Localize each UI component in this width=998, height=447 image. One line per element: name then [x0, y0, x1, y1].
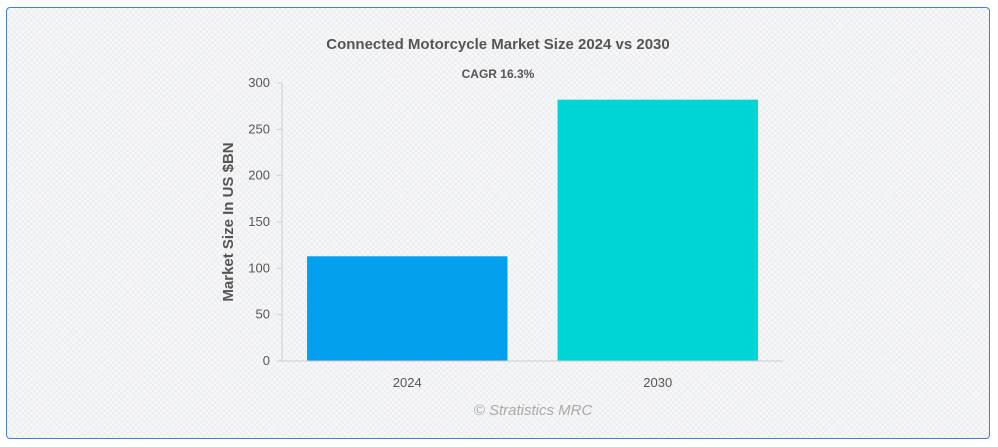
- y-tick-label: 0: [263, 353, 270, 368]
- y-tick-label: 150: [248, 214, 270, 229]
- bar-2030[interactable]: [557, 99, 758, 362]
- y-axis: 0 50 100 150 200 250 300: [248, 75, 283, 368]
- chart-subtitle: CAGR 16.3%: [462, 67, 535, 81]
- y-tick-label: 250: [248, 121, 270, 136]
- bars: [307, 99, 758, 362]
- x-tick-label: 2024: [393, 375, 422, 390]
- watermark: © Stratistics MRC: [474, 402, 593, 419]
- chart-frame: [6, 7, 990, 439]
- y-axis-label: Market Size In US $BN: [220, 142, 237, 301]
- x-axis: 2024 2030: [282, 360, 783, 390]
- y-tick-label: 300: [248, 75, 270, 90]
- bar-2024[interactable]: [307, 256, 508, 361]
- x-tick-label: 2030: [643, 375, 672, 390]
- y-tick-label: 100: [248, 260, 270, 275]
- y-tick-label: 200: [248, 168, 270, 183]
- chart-title: Connected Motorcycle Market Size 2024 vs…: [326, 36, 670, 53]
- y-tick-label: 50: [256, 307, 270, 322]
